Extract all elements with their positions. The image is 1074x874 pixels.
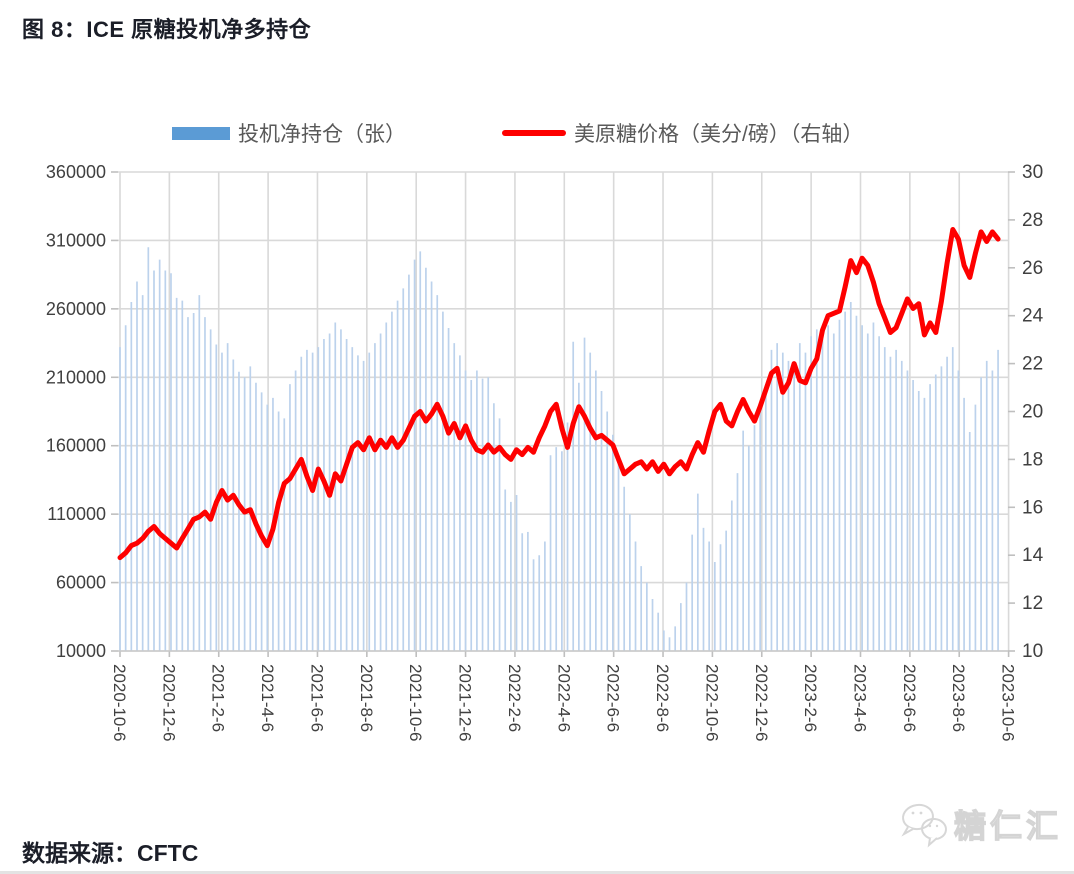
y-right-axis-label: 14 <box>1022 545 1044 566</box>
y-left-axis-label: 10000 <box>56 641 106 661</box>
bottom-divider <box>0 871 1074 874</box>
legend-item-net-position: 投机净持仓（张） <box>172 118 406 148</box>
x-axis-label: 2023-10-6 <box>999 664 1018 742</box>
y-right-axis-label: 12 <box>1022 593 1043 614</box>
x-axis-label: 2022-4-6 <box>554 664 573 732</box>
x-axis-label: 2023-4-6 <box>850 664 869 732</box>
x-axis-label: 2021-10-6 <box>406 664 425 742</box>
x-axis-label: 2023-6-6 <box>900 664 919 732</box>
chart-legend: 投机净持仓（张） 美原糖价格（美分/磅）（右轴） <box>172 118 863 148</box>
y-right-axis-label: 20 <box>1022 402 1043 423</box>
line-series-swatch <box>502 130 566 136</box>
x-axis-label: 2022-8-6 <box>653 664 672 732</box>
x-axis-label: 2021-4-6 <box>258 664 277 732</box>
y-right-axis-label: 24 <box>1022 306 1044 327</box>
y-right-axis-label: 26 <box>1022 258 1043 279</box>
bar-series-swatch <box>172 126 230 140</box>
y-left-axis-label: 160000 <box>46 436 106 456</box>
y-right-axis-label: 22 <box>1022 354 1043 375</box>
watermark: 糖仁汇 <box>896 798 1062 850</box>
x-axis-label: 2022-6-6 <box>604 664 623 732</box>
x-axis-label: 2022-10-6 <box>702 664 721 742</box>
legend-item-price: 美原糖价格（美分/磅）（右轴） <box>502 118 863 148</box>
price-line <box>117 227 1001 561</box>
y-left-axis-label: 210000 <box>46 367 106 387</box>
y-right-axis-label: 18 <box>1022 449 1043 470</box>
x-axis-label: 2020-12-6 <box>159 664 178 742</box>
x-axis-label: 2020-10-6 <box>110 664 129 742</box>
y-right-axis-label: 28 <box>1022 210 1043 231</box>
x-axis-label: 2021-8-6 <box>357 664 376 732</box>
y-left-axis-label: 310000 <box>46 230 106 250</box>
x-axis-label: 2021-12-6 <box>456 664 475 742</box>
y-left-axis-label: 60000 <box>56 573 106 593</box>
x-axis-label: 2023-8-6 <box>949 664 968 732</box>
legend-label: 美原糖价格（美分/磅）（右轴） <box>574 123 864 146</box>
x-axis-label: 2021-6-6 <box>307 664 326 732</box>
combo-chart: 360000 310000 260000 210000 160000 110000 6000… <box>46 162 1044 742</box>
wechat-bubbles-icon <box>901 803 947 848</box>
x-axis-label: 2022-2-6 <box>505 664 524 732</box>
x-axis-label: 2021-2-6 <box>209 664 228 732</box>
data-source-label: 数据来源：CFTC <box>22 840 199 866</box>
x-axis-label: 2022-12-6 <box>752 664 771 742</box>
y-left-axis-label: 110000 <box>47 504 106 524</box>
legend-label: 投机净持仓（张） <box>238 123 406 146</box>
watermark-text: 糖仁汇 <box>953 807 1063 844</box>
y-left-axis-label: 360000 <box>46 162 106 182</box>
y-right-axis-label: 16 <box>1022 497 1043 518</box>
y-left-axis-label: 260000 <box>46 299 106 319</box>
x-axis-label: 2023-2-6 <box>801 664 820 732</box>
y-right-axis-label: 30 <box>1022 162 1043 183</box>
figure-title: 图 8：ICE 原糖投机净多持仓 <box>22 17 312 42</box>
y-right-axis-label: 10 <box>1022 641 1043 662</box>
